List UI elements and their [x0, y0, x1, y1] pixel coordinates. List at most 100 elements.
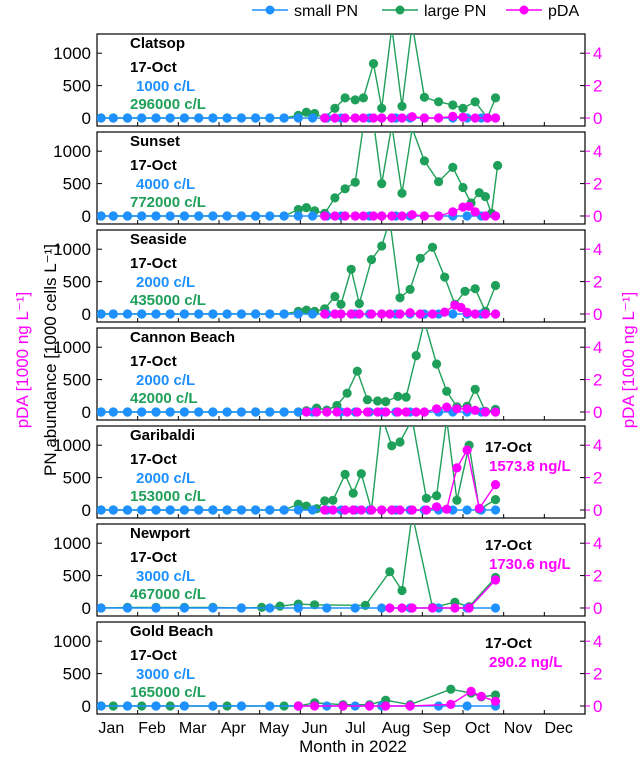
point-pda	[350, 211, 360, 221]
point-pda	[462, 445, 472, 455]
point-large	[362, 395, 372, 405]
point-small	[265, 603, 275, 613]
point-large	[480, 192, 490, 202]
point-large	[336, 299, 346, 309]
x-tick-label: Jan	[98, 720, 124, 737]
legend: small PN large PN pDA	[252, 3, 579, 20]
x-tick-label: Dec	[544, 720, 572, 737]
point-pda	[490, 407, 501, 417]
point-small	[194, 309, 204, 319]
point-small	[97, 407, 106, 417]
y-tick-label-right: 4	[593, 142, 602, 161]
point-pda	[393, 407, 403, 417]
pda-label: 290.2 ng/L	[489, 654, 562, 671]
point-pda	[448, 111, 458, 121]
point-pda	[464, 201, 474, 211]
legend-small-label: small PN	[294, 3, 358, 20]
panel-cannon-beach: 0 500 1000 0 2 4 Cannon Beach 17-Oct 2000 c/L420…	[53, 327, 602, 422]
small-pn-label: 2000 c/L	[136, 470, 195, 487]
series-group	[97, 684, 501, 711]
point-large	[395, 437, 405, 447]
point-large	[411, 351, 421, 361]
point-small	[279, 211, 289, 221]
pda-date: 17-Oct	[485, 537, 532, 554]
point-large	[397, 101, 407, 111]
x-tick-label: Aug	[382, 720, 410, 737]
legend-pda-label: pDA	[548, 3, 579, 20]
point-pda	[490, 113, 501, 123]
point-large	[493, 160, 503, 171]
site-name: Clatsop	[130, 35, 185, 52]
point-small	[251, 407, 261, 417]
point-small	[236, 701, 246, 711]
point-small	[307, 211, 318, 221]
point-small	[222, 407, 232, 417]
y-tick-label-left: 1000	[53, 142, 91, 161]
point-small	[151, 211, 161, 221]
point-pda	[377, 113, 387, 123]
point-pda	[330, 113, 340, 123]
point-pda	[480, 407, 490, 417]
point-pda	[490, 480, 501, 490]
large-pn-label: 435000 c/L	[130, 292, 206, 309]
point-large	[356, 469, 366, 479]
point-small	[462, 211, 472, 221]
point-pda	[320, 309, 330, 319]
sample-date: 17-Oct	[130, 549, 177, 566]
point-small	[265, 407, 275, 417]
point-small	[208, 603, 218, 613]
small-pn-label: 3000 c/L	[136, 568, 195, 585]
sample-date: 17-Oct	[130, 59, 177, 76]
point-pda	[450, 603, 460, 613]
point-pda	[322, 407, 332, 417]
point-small	[462, 701, 472, 711]
point-large	[452, 495, 462, 505]
point-small	[97, 309, 106, 319]
legend-large-label: large PN	[424, 3, 486, 20]
point-large	[352, 366, 362, 376]
sample-date: 17-Oct	[130, 255, 177, 272]
point-small	[122, 407, 133, 417]
point-small	[122, 701, 133, 711]
point-large	[301, 107, 311, 117]
small-pn-label: 4000 c/L	[136, 176, 195, 193]
point-large	[397, 585, 407, 596]
sample-date: 17-Oct	[130, 451, 177, 468]
point-large	[442, 415, 451, 424]
point-small	[265, 113, 275, 123]
point-pda	[448, 207, 458, 217]
point-pda	[446, 699, 456, 710]
point-pda	[385, 309, 395, 319]
point-pda	[407, 210, 417, 220]
large-pn-label: 296000 c/L	[130, 96, 206, 113]
point-large	[330, 193, 340, 203]
point-small	[108, 407, 118, 417]
point-large	[415, 253, 425, 263]
legend-item-large-pn: large PN	[382, 3, 486, 20]
point-large	[470, 284, 480, 294]
point-pda	[470, 113, 480, 123]
point-small	[122, 211, 133, 221]
point-large	[419, 156, 429, 166]
point-large	[490, 280, 501, 291]
point-pda	[336, 309, 346, 319]
point-pda	[348, 505, 358, 515]
point-small	[165, 407, 175, 417]
x-tick-label: Oct	[465, 720, 490, 737]
point-pda	[381, 407, 391, 417]
point-small	[122, 603, 133, 613]
y-tick-label-left: 1000	[53, 632, 91, 651]
site-name: Newport	[130, 525, 190, 542]
point-large	[427, 242, 438, 252]
point-small	[194, 407, 204, 417]
point-pda	[419, 113, 429, 123]
point-pda	[442, 402, 452, 412]
y-tick-label-right: 0	[593, 305, 602, 324]
point-small	[293, 211, 303, 221]
point-small	[236, 113, 246, 123]
point-small	[151, 407, 161, 417]
point-small	[194, 113, 204, 123]
point-large	[310, 600, 320, 610]
point-large	[458, 182, 468, 193]
point-pda	[320, 211, 330, 221]
